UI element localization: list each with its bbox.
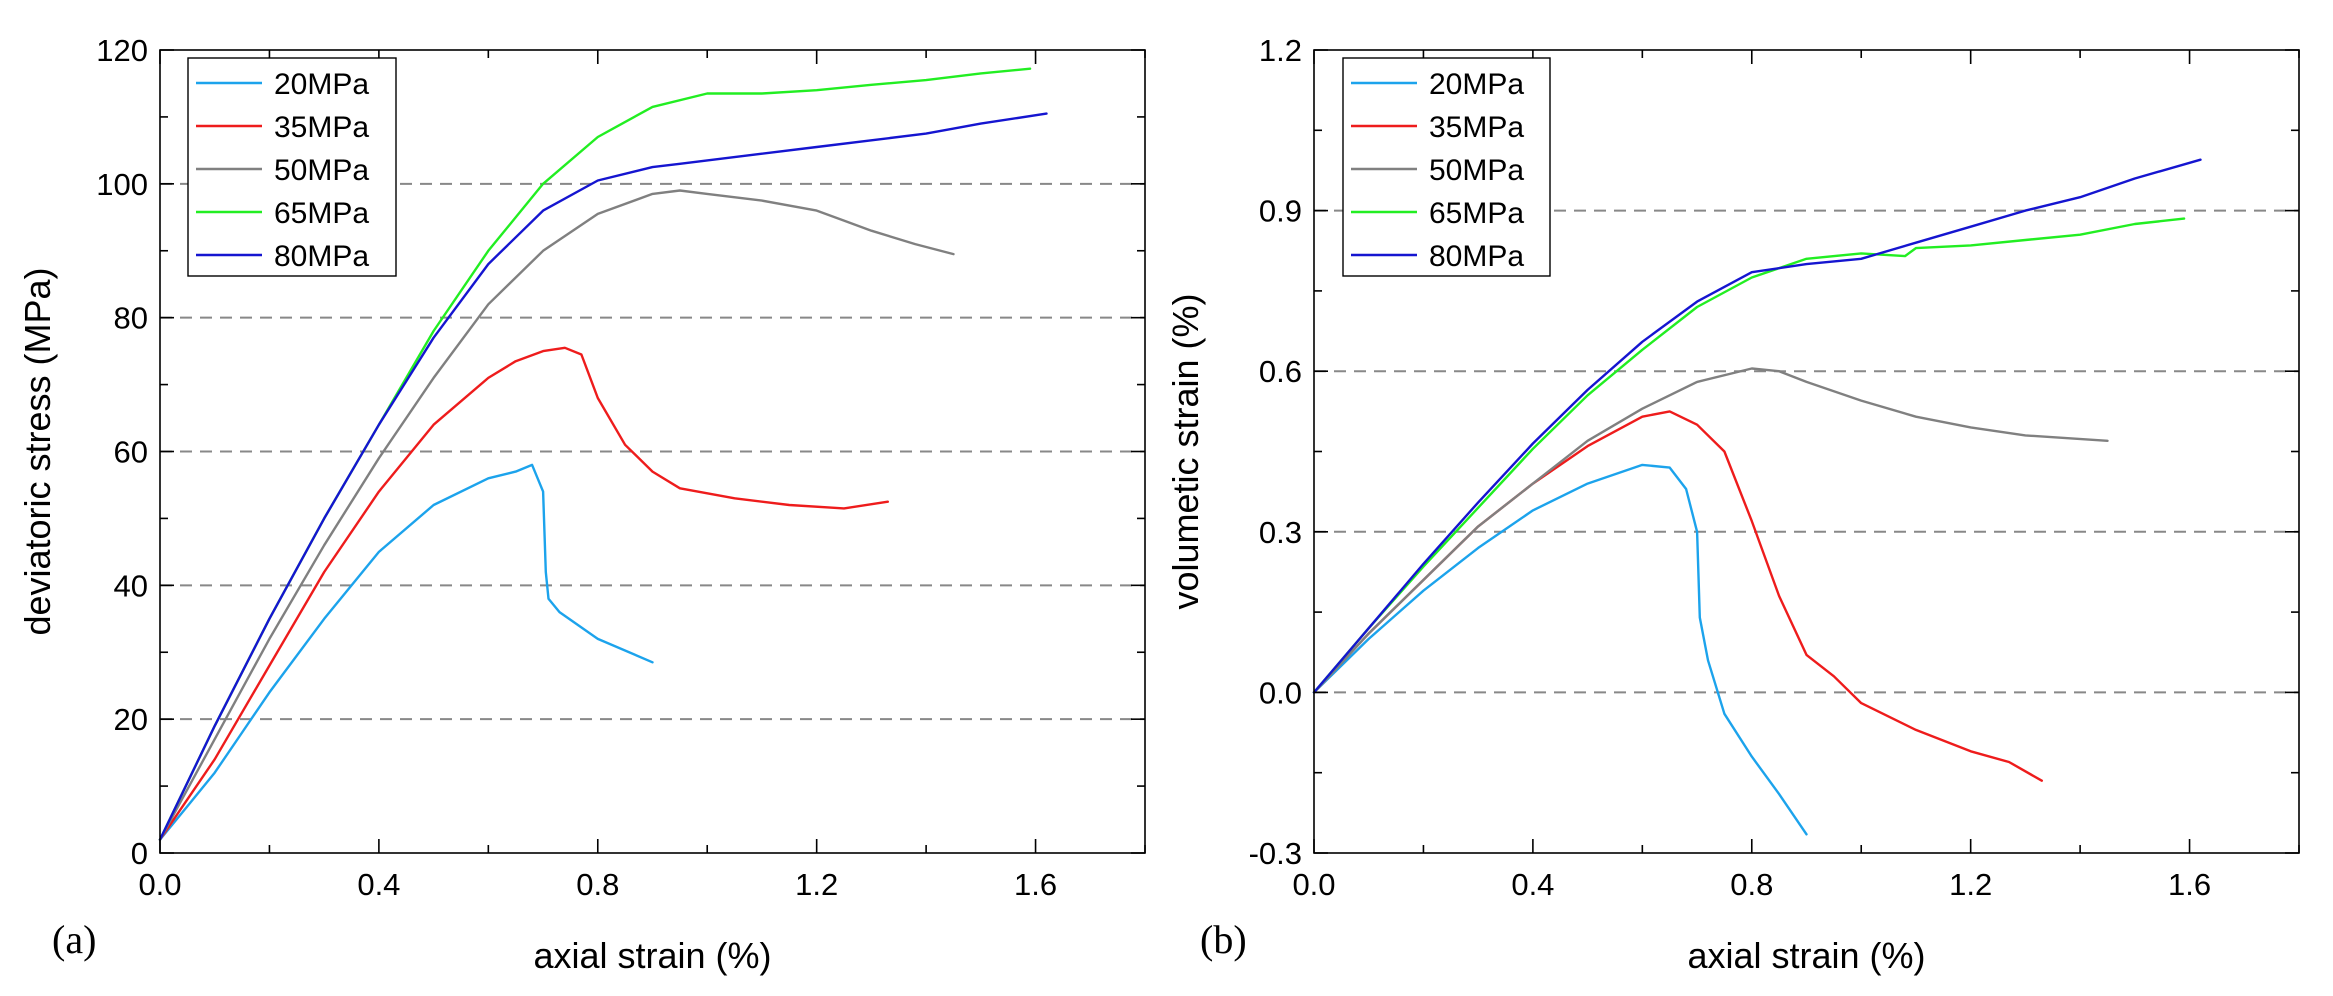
x-tick-label: 0.4 (1511, 867, 1554, 902)
legend-label: 50MPa (1429, 154, 1524, 187)
legend: 20MPa 35MPa 50MPa 65MPa 80MPa (1342, 57, 1551, 277)
y-tick-label: -0.3 (1249, 836, 1302, 871)
y-tick-label: 0.6 (1259, 354, 1302, 389)
legend-label: 65MPa (274, 197, 369, 230)
legend-label: 20MPa (1429, 68, 1524, 101)
y-tick-label: 1.2 (1259, 33, 1302, 68)
legend-label: 50MPa (274, 154, 369, 187)
panel-a: 0.0 0.4 0.8 1.2 1.6 0 20 40 60 80 100 120 axial stra… (17, 33, 1146, 976)
y-axis-title: deviatoric stress (MPa) (17, 267, 58, 635)
series-line-65MPa (1312, 217, 2186, 694)
y-tick-label: 20 (114, 702, 148, 737)
panel-b: 0.0 0.4 0.8 1.2 1.6-0.30.00.30.60.91.2axial … (1165, 33, 2300, 976)
x-tick-label: 0.4 (357, 867, 400, 902)
legend-label: 35MPa (1429, 111, 1524, 144)
legend-box (187, 57, 397, 277)
x-axis-title: axial strain (%) (533, 935, 771, 976)
panel-label: (a) (52, 917, 96, 962)
x-tick-label: 0.0 (138, 867, 181, 902)
legend-label: 35MPa (274, 111, 369, 144)
series-line-50MPa (158, 189, 955, 841)
x-tick-label: 0.8 (576, 867, 619, 902)
legend: 20MPa 35MPa 50MPa 65MPa 80MPa (187, 57, 397, 277)
series-line-50MPa (1312, 367, 2109, 694)
y-tick-label: 0.9 (1259, 194, 1302, 229)
y-tick-label: 80 (114, 301, 148, 336)
y-tick-label: 0.3 (1259, 515, 1302, 550)
series-line-35MPa (158, 346, 889, 841)
legend-box (1342, 57, 1551, 277)
y-tick-label: 0 (131, 836, 148, 871)
series-line-20MPa (1312, 463, 1808, 836)
x-tick-label: 1.6 (1014, 867, 1057, 902)
series-line-80MPa (158, 112, 1048, 841)
series-line-20MPa (158, 463, 654, 841)
legend-label: 80MPa (274, 240, 369, 273)
y-tick-label: 40 (114, 568, 148, 603)
x-axis-title: axial strain (%) (1687, 935, 1925, 976)
legend-label: 65MPa (1429, 197, 1524, 230)
x-tick-label: 1.2 (1949, 867, 1992, 902)
panel-label: (b) (1200, 917, 1247, 962)
y-tick-label: 0.0 (1259, 675, 1302, 710)
y-tick-label: 100 (96, 167, 148, 202)
y-axis-title: volumetic strain (%) (1165, 293, 1206, 609)
series-line-35MPa (1312, 410, 2044, 782)
x-tick-label: 1.6 (2168, 867, 2211, 902)
y-tick-label: 120 (96, 33, 148, 68)
legend-label: 20MPa (274, 68, 369, 101)
x-tick-label: 0.8 (1730, 867, 1773, 902)
legend-label: 80MPa (1429, 240, 1524, 273)
x-tick-label: 1.2 (795, 867, 838, 902)
y-tick-label: 60 (114, 435, 148, 470)
x-tick-label: 0.0 (1292, 867, 1335, 902)
series-line-80MPa (1312, 158, 2202, 694)
